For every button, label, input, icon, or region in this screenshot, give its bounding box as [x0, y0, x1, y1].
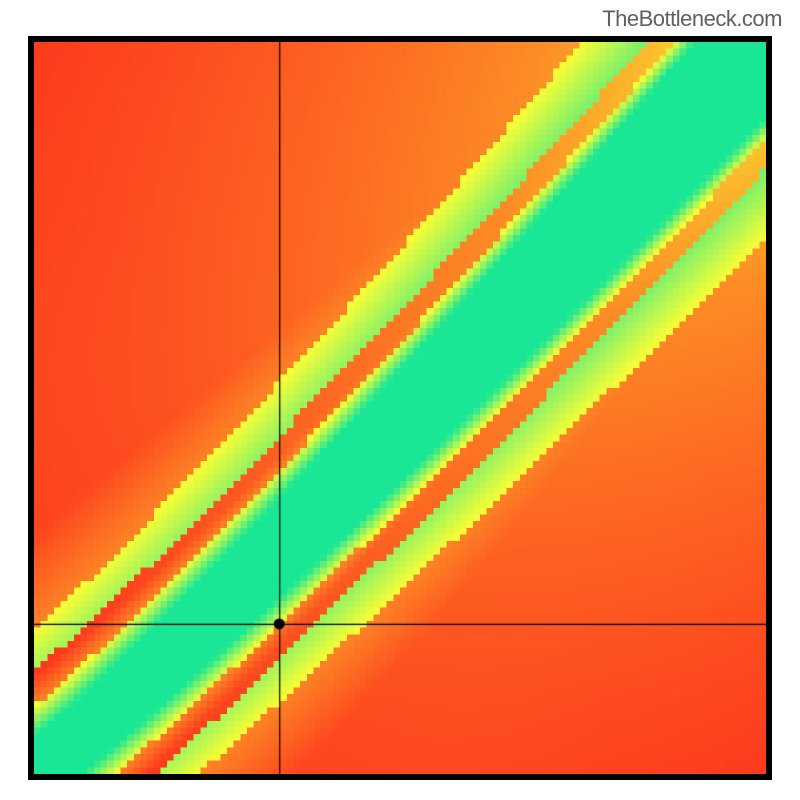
crosshair-overlay [34, 42, 766, 774]
watermark-text: TheBottleneck.com [602, 6, 782, 32]
chart-frame [28, 36, 772, 780]
root: TheBottleneck.com [0, 0, 800, 800]
